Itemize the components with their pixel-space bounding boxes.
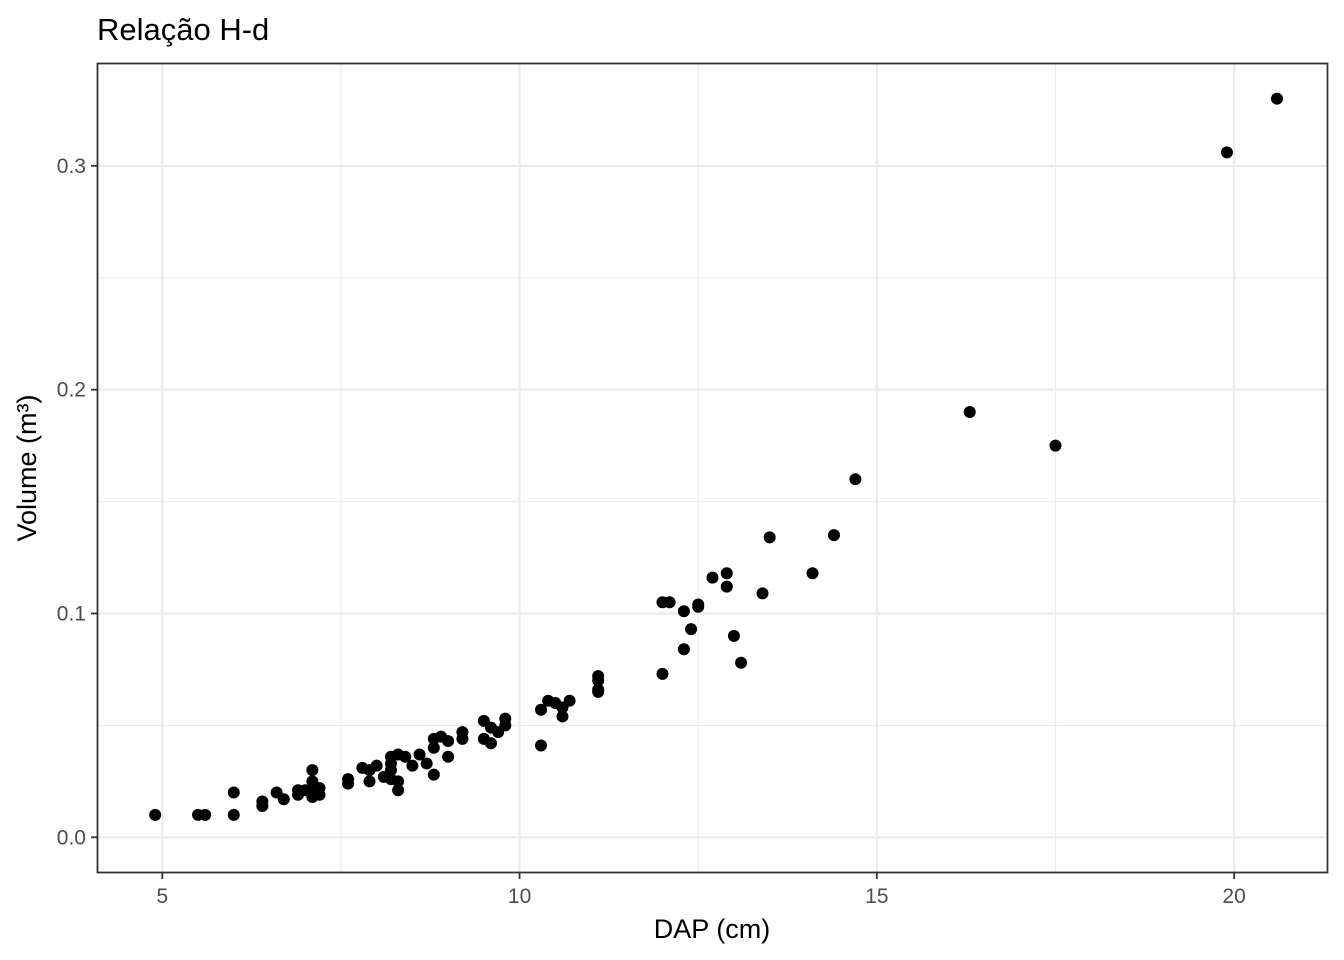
data-point xyxy=(556,710,569,723)
data-point xyxy=(442,735,455,748)
data-point xyxy=(420,757,433,770)
data-point xyxy=(370,759,383,772)
data-point xyxy=(277,793,290,806)
y-axis: 0.0 0.1 0.2 0.3 xyxy=(57,155,98,849)
data-point xyxy=(692,598,705,611)
data-point xyxy=(392,775,405,788)
data-point xyxy=(535,739,548,752)
data-point xyxy=(706,571,719,584)
y-axis-title: Volume (m³) xyxy=(12,394,42,541)
y-tick-label: 0.2 xyxy=(57,379,86,402)
y-tick-label: 0.1 xyxy=(57,602,86,625)
data-point xyxy=(663,596,676,609)
data-point xyxy=(442,750,455,763)
data-point xyxy=(313,782,326,795)
data-point xyxy=(227,786,240,799)
data-point xyxy=(484,737,497,750)
data-point xyxy=(1049,439,1062,452)
data-point xyxy=(677,605,690,618)
data-point xyxy=(563,694,576,707)
x-axis: 5 10 15 20 xyxy=(156,872,1246,908)
data-point xyxy=(1220,146,1233,159)
data-points xyxy=(149,92,1283,821)
data-point xyxy=(149,808,162,821)
data-point xyxy=(685,623,698,636)
data-point xyxy=(392,784,405,797)
data-point xyxy=(227,808,240,821)
data-point xyxy=(720,567,733,580)
y-tick-label: 0.0 xyxy=(57,826,86,849)
data-point xyxy=(535,703,548,716)
x-tick-label: 15 xyxy=(865,885,888,908)
data-point xyxy=(427,768,440,781)
data-point xyxy=(306,764,319,777)
data-point xyxy=(756,587,769,600)
data-point xyxy=(827,529,840,542)
data-point xyxy=(256,795,269,808)
data-point xyxy=(727,629,740,642)
data-point xyxy=(427,741,440,754)
data-point xyxy=(735,656,748,669)
data-point xyxy=(363,775,376,788)
x-tick-label: 20 xyxy=(1222,885,1245,908)
data-point xyxy=(806,567,819,580)
data-point xyxy=(413,748,426,761)
y-tick-label: 0.3 xyxy=(57,155,86,178)
chart-title: Relação H-d xyxy=(97,12,269,47)
data-point xyxy=(592,683,605,696)
plot-panel-border xyxy=(96,62,1329,874)
x-tick-label: 5 xyxy=(156,885,168,908)
data-point xyxy=(677,643,690,656)
data-point xyxy=(849,473,862,486)
grid xyxy=(98,64,1327,872)
data-point xyxy=(499,712,512,725)
data-point xyxy=(456,726,469,739)
data-point xyxy=(963,406,976,419)
x-axis-title: DAP (cm) xyxy=(654,914,771,944)
x-tick-label: 10 xyxy=(508,885,531,908)
data-point xyxy=(763,531,776,544)
data-point xyxy=(1270,92,1283,105)
data-point xyxy=(720,580,733,593)
data-point xyxy=(592,670,605,683)
data-point xyxy=(656,667,669,680)
data-point xyxy=(199,808,212,821)
data-point xyxy=(342,773,355,786)
data-point xyxy=(406,759,419,772)
data-point xyxy=(399,750,412,763)
